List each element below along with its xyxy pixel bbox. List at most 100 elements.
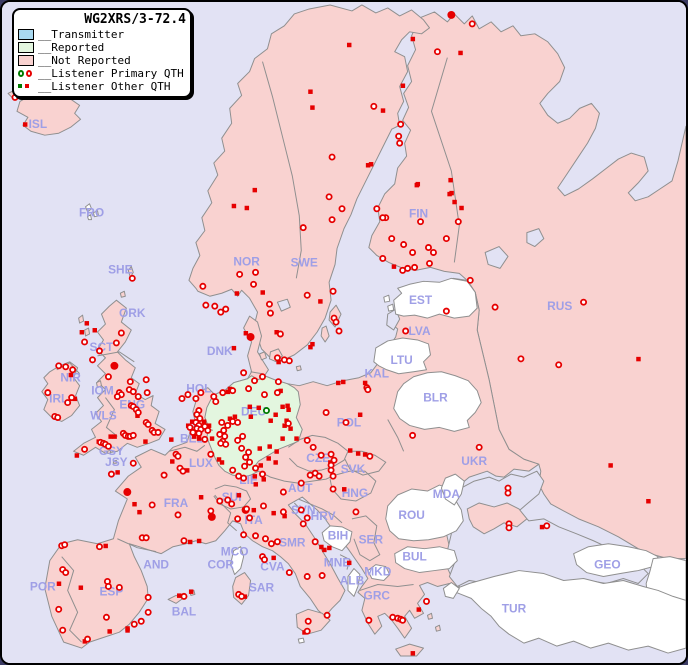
listener-other-qth-marker[interactable] xyxy=(368,162,374,167)
listener-other-qth-marker[interactable] xyxy=(196,436,202,441)
listener-other-qth-marker[interactable] xyxy=(341,379,346,385)
listener-primary-qth-marker[interactable] xyxy=(395,132,403,140)
listener-primary-qth-marker[interactable] xyxy=(252,268,260,276)
listener-primary-qth-marker[interactable] xyxy=(62,569,70,577)
listener-primary-qth-marker[interactable] xyxy=(327,450,335,458)
listener-primary-qth-marker[interactable] xyxy=(238,592,246,600)
listener-other-qth-marker[interactable] xyxy=(184,468,190,473)
listener-primary-qth-marker[interactable] xyxy=(115,583,123,591)
listener-cluster-marker[interactable] xyxy=(246,332,255,341)
listener-other-qth-marker[interactable] xyxy=(278,388,283,394)
listener-other-qth-marker[interactable] xyxy=(170,459,175,464)
listener-primary-qth-marker[interactable] xyxy=(195,429,203,437)
listener-primary-qth-marker[interactable] xyxy=(186,423,194,431)
listener-other-qth-marker[interactable] xyxy=(282,513,287,519)
listener-primary-qth-marker[interactable] xyxy=(423,597,430,605)
listener-primary-qth-marker[interactable] xyxy=(207,507,215,515)
listener-other-qth-marker[interactable] xyxy=(355,451,361,456)
listener-primary-qth-marker[interactable] xyxy=(84,635,92,643)
listener-primary-qth-marker[interactable] xyxy=(328,216,336,224)
listener-primary-qth-marker[interactable] xyxy=(81,445,89,453)
listener-primary-qth-marker[interactable] xyxy=(397,120,405,128)
listener-primary-qth-marker[interactable] xyxy=(243,505,251,513)
listener-primary-qth-marker[interactable] xyxy=(64,399,72,407)
listener-other-qth-marker[interactable] xyxy=(107,629,112,634)
listener-other-qth-marker[interactable] xyxy=(365,163,371,168)
listener-primary-qth-marker[interactable] xyxy=(246,514,254,522)
listener-primary-qth-marker[interactable] xyxy=(373,205,381,213)
listener-primary-qth-marker[interactable] xyxy=(202,301,210,309)
listener-primary-qth-marker[interactable] xyxy=(245,448,253,456)
listener-primary-qth-marker[interactable] xyxy=(234,515,242,523)
listener-primary-qth-marker[interactable] xyxy=(44,389,52,397)
listener-primary-qth-marker[interactable] xyxy=(222,440,230,448)
listener-other-qth-marker[interactable] xyxy=(257,446,262,451)
listener-other-qth-marker[interactable] xyxy=(362,380,368,386)
listener-primary-qth-marker[interactable] xyxy=(555,361,563,369)
listener-primary-qth-marker[interactable] xyxy=(285,357,293,365)
listener-other-qth-marker[interactable] xyxy=(244,205,250,211)
listener-other-qth-marker[interactable] xyxy=(273,412,278,417)
listener-primary-qth-marker[interactable] xyxy=(425,244,432,251)
listener-other-qth-marker[interactable] xyxy=(308,344,313,350)
listener-other-qth-marker[interactable] xyxy=(414,182,420,188)
listener-primary-qth-marker[interactable] xyxy=(322,409,330,416)
listener-primary-qth-marker[interactable] xyxy=(332,318,340,326)
listener-primary-qth-marker[interactable] xyxy=(276,330,284,338)
listener-other-qth-marker[interactable] xyxy=(274,449,279,454)
listener-primary-qth-marker[interactable] xyxy=(303,627,311,635)
listener-other-qth-marker[interactable] xyxy=(288,426,293,431)
listener-primary-qth-marker[interactable] xyxy=(318,572,326,580)
listener-primary-qth-marker[interactable] xyxy=(315,472,323,480)
listener-primary-qth-marker[interactable] xyxy=(212,398,220,406)
listener-other-qth-marker[interactable] xyxy=(92,328,97,333)
listener-primary-qth-marker[interactable] xyxy=(491,303,499,311)
listener-primary-qth-marker[interactable] xyxy=(61,541,69,549)
listener-other-qth-marker[interactable] xyxy=(137,509,142,515)
listener-primary-qth-marker[interactable] xyxy=(174,452,182,460)
listener-primary-qth-marker[interactable] xyxy=(128,274,136,282)
listener-other-qth-marker[interactable] xyxy=(216,457,222,462)
listener-primary-qth-marker[interactable] xyxy=(197,389,205,397)
listener-primary-qth-marker[interactable] xyxy=(259,373,266,381)
listener-other-qth-marker[interactable] xyxy=(539,524,545,530)
listener-primary-qth-marker[interactable] xyxy=(240,369,248,377)
listener-other-qth-marker[interactable] xyxy=(286,407,291,413)
listener-primary-qth-marker[interactable] xyxy=(68,394,76,402)
listener-other-qth-marker[interactable] xyxy=(322,547,327,553)
listener-primary-qth-marker[interactable] xyxy=(304,617,312,625)
listener-primary-qth-marker[interactable] xyxy=(411,263,419,271)
listener-primary-qth-marker[interactable] xyxy=(224,496,232,504)
listener-other-qth-marker[interactable] xyxy=(258,463,263,468)
listener-primary-qth-marker[interactable] xyxy=(342,418,350,426)
listener-other-qth-marker[interactable] xyxy=(108,434,113,439)
listener-other-qth-marker[interactable] xyxy=(198,495,204,500)
listener-primary-qth-marker[interactable] xyxy=(273,354,281,362)
listener-other-qth-marker[interactable] xyxy=(236,493,242,498)
listener-primary-qth-marker[interactable] xyxy=(130,620,138,628)
listener-primary-qth-marker[interactable] xyxy=(144,420,152,428)
listener-primary-qth-marker[interactable] xyxy=(104,442,112,450)
listener-primary-qth-marker[interactable] xyxy=(417,218,425,226)
listener-primary-qth-marker[interactable] xyxy=(325,193,333,201)
listener-cluster-marker[interactable] xyxy=(447,10,456,19)
listener-primary-qth-marker[interactable] xyxy=(260,502,267,510)
listener-primary-qth-marker[interactable] xyxy=(323,611,331,619)
listener-other-qth-marker[interactable] xyxy=(251,507,257,513)
listener-primary-qth-marker[interactable] xyxy=(129,459,137,467)
listener-other-qth-marker[interactable] xyxy=(248,414,254,419)
listener-primary-qth-marker[interactable] xyxy=(402,327,410,335)
listener-other-qth-marker[interactable] xyxy=(271,555,276,561)
listener-other-qth-marker[interactable] xyxy=(400,83,406,88)
listener-primary-qth-marker[interactable] xyxy=(104,582,112,590)
listener-primary-qth-marker[interactable] xyxy=(442,235,450,243)
listener-primary-qth-marker[interactable] xyxy=(240,474,248,482)
listener-primary-qth-marker[interactable] xyxy=(229,466,237,474)
listener-primary-qth-marker[interactable] xyxy=(364,386,372,394)
listener-primary-qth-marker[interactable] xyxy=(517,355,525,363)
listener-primary-qth-marker[interactable] xyxy=(329,472,337,480)
listener-other-qth-marker[interactable] xyxy=(68,372,74,378)
listener-primary-qth-marker[interactable] xyxy=(273,389,281,397)
listener-other-qth-marker[interactable] xyxy=(201,419,207,424)
